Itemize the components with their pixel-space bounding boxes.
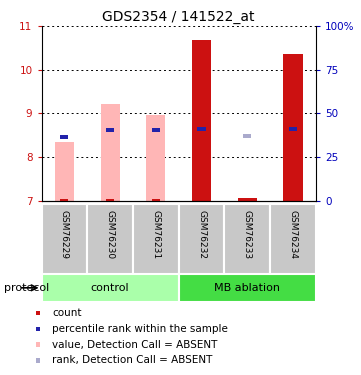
Text: MB ablation: MB ablation — [214, 283, 280, 293]
Bar — [106, 128, 114, 132]
Bar — [192, 40, 211, 201]
Text: GSM76234: GSM76234 — [288, 210, 297, 259]
Text: GSM76230: GSM76230 — [106, 210, 114, 259]
Bar — [225, 204, 270, 274]
Bar — [270, 204, 316, 274]
Bar — [60, 135, 69, 140]
Bar — [243, 134, 251, 138]
Bar — [55, 142, 74, 201]
Bar — [100, 104, 120, 201]
Text: GSM76229: GSM76229 — [60, 210, 69, 259]
Text: percentile rank within the sample: percentile rank within the sample — [52, 324, 228, 334]
Bar — [146, 115, 165, 201]
Bar — [152, 128, 160, 132]
Text: value, Detection Call = ABSENT: value, Detection Call = ABSENT — [52, 340, 218, 350]
Text: rank, Detection Call = ABSENT: rank, Detection Call = ABSENT — [52, 356, 213, 365]
Text: protocol: protocol — [4, 283, 49, 293]
Bar — [60, 199, 69, 201]
Bar — [238, 198, 257, 201]
Bar — [133, 204, 179, 274]
Bar — [42, 274, 179, 302]
Bar — [179, 204, 225, 274]
Bar — [283, 54, 303, 201]
Bar — [152, 199, 160, 201]
Bar — [179, 274, 316, 302]
Text: count: count — [52, 308, 82, 318]
Title: GDS2354 / 141522_at: GDS2354 / 141522_at — [103, 10, 255, 24]
Bar — [197, 127, 206, 130]
Text: GSM76231: GSM76231 — [151, 210, 160, 259]
Bar — [87, 204, 133, 274]
Bar — [42, 204, 87, 274]
Bar — [289, 127, 297, 130]
Bar — [106, 199, 114, 201]
Text: control: control — [91, 283, 129, 293]
Text: GSM76232: GSM76232 — [197, 210, 206, 259]
Text: GSM76233: GSM76233 — [243, 210, 252, 259]
